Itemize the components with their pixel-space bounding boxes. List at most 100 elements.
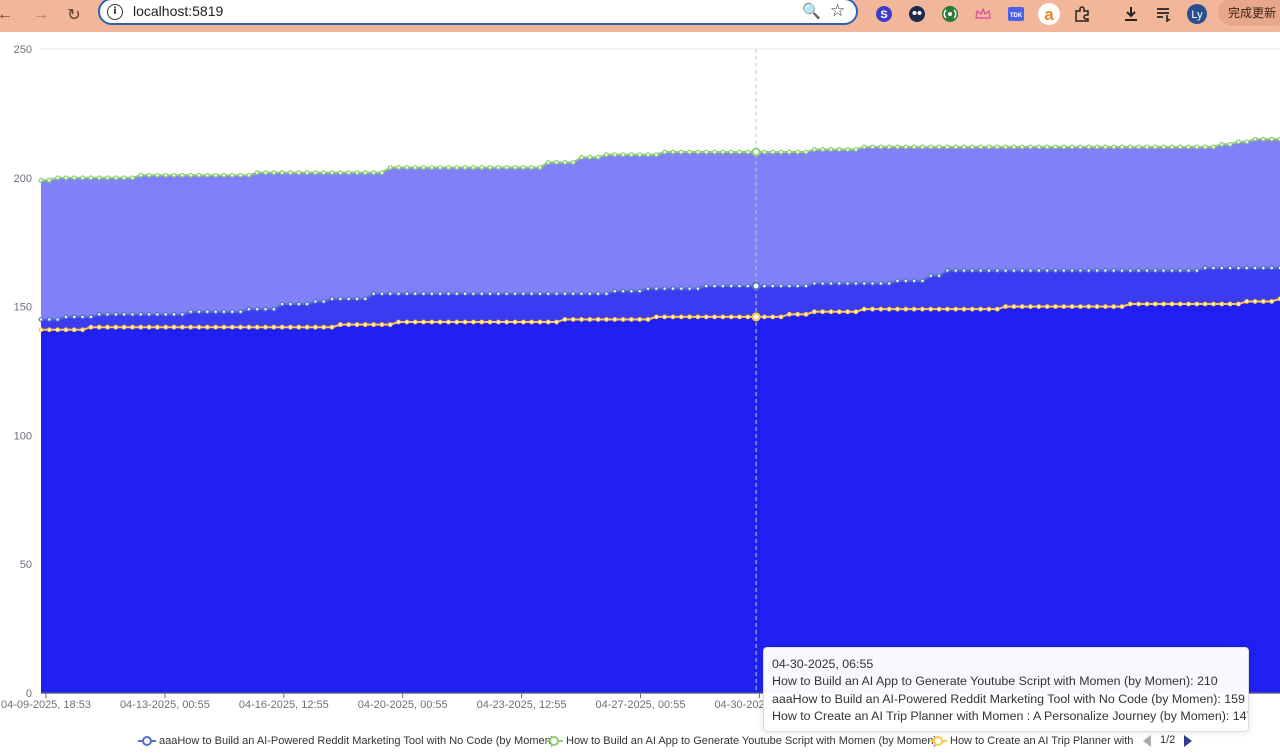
reload-icon[interactable]: ↻ <box>67 7 81 24</box>
data-point <box>994 268 1000 273</box>
update-button[interactable]: 完成更新 <box>1218 0 1280 26</box>
address-bar[interactable]: i localhost:5819 🔍 ☆ <box>98 0 858 25</box>
data-point <box>138 311 144 317</box>
data-point <box>487 319 493 325</box>
tdk-extension-icon[interactable]: TDK <box>1006 4 1026 24</box>
y-axis-labels: 0 50 100 150 200 250 <box>14 44 32 700</box>
data-point <box>778 149 784 155</box>
data-point <box>213 172 219 178</box>
data-point <box>662 314 668 320</box>
zoom-icon[interactable]: 🔍 <box>802 3 821 20</box>
data-point <box>1003 144 1008 150</box>
data-point <box>1260 299 1266 304</box>
data-point <box>362 322 368 328</box>
data-point <box>1269 265 1275 271</box>
x-tick-label: 04-23-2025, 12:55 <box>477 699 567 711</box>
data-point <box>179 172 185 178</box>
data-point <box>944 306 950 312</box>
a-extension-icon[interactable]: a <box>1037 2 1061 26</box>
data-point <box>163 311 169 317</box>
data-point <box>795 311 801 317</box>
data-point <box>920 306 925 312</box>
data-point <box>55 175 61 181</box>
data-point <box>886 144 892 150</box>
data-point <box>545 291 551 297</box>
data-point <box>895 306 900 312</box>
data-point <box>437 165 443 170</box>
data-point <box>246 324 252 330</box>
data-point <box>204 324 210 330</box>
data-point <box>121 175 127 181</box>
data-point <box>254 170 260 176</box>
y-tick-label: 250 <box>14 44 32 56</box>
data-point <box>695 149 701 155</box>
data-point <box>720 283 726 289</box>
legend-marker <box>929 735 947 747</box>
data-point <box>321 170 327 176</box>
ghost-extension-icon[interactable] <box>907 4 927 24</box>
extensions-puzzle-icon[interactable] <box>1072 4 1092 24</box>
legend-marker <box>545 735 563 747</box>
data-point <box>762 149 767 155</box>
data-point <box>46 327 52 333</box>
s-extension-icon[interactable]: S <box>874 4 894 24</box>
legend-item-trip-planner[interactable]: How to Create an AI Trip Planner with M <box>929 733 1136 749</box>
data-point <box>63 314 69 320</box>
data-point <box>920 278 925 284</box>
legend-item-youtube[interactable]: How to Build an AI App to Generate Youtu… <box>545 733 937 749</box>
data-point <box>421 319 426 325</box>
bookmark-star-icon[interactable]: ☆ <box>830 1 846 20</box>
series-area <box>41 298 1280 693</box>
data-point <box>1169 301 1175 307</box>
legend-prev-page-icon[interactable] <box>1143 735 1151 747</box>
data-point <box>504 291 510 297</box>
site-info-icon[interactable]: i <box>107 4 123 20</box>
crown-extension-icon[interactable] <box>973 4 993 24</box>
data-point <box>520 319 526 325</box>
data-point <box>836 281 842 286</box>
data-point <box>695 286 701 291</box>
data-point <box>80 175 85 181</box>
data-point <box>479 165 485 170</box>
series-area <box>41 139 1280 320</box>
back-icon[interactable]: ← <box>0 6 13 23</box>
data-point <box>204 309 210 315</box>
data-point <box>1152 268 1158 273</box>
signal-extension-icon[interactable] <box>940 4 960 24</box>
data-point <box>371 170 377 176</box>
data-point <box>1252 299 1258 304</box>
data-point <box>321 324 327 330</box>
data-point <box>953 306 959 312</box>
data-point <box>412 319 418 325</box>
data-point <box>537 291 543 297</box>
data-point <box>221 324 227 330</box>
data-point <box>870 144 875 150</box>
data-point <box>579 317 584 322</box>
data-point <box>1028 144 1033 150</box>
data-point <box>1186 144 1191 150</box>
data-point <box>1236 301 1241 307</box>
legend-item-reddit[interactable]: aaaHow to Build an AI-Powered Reddit Mar… <box>138 733 554 749</box>
x-tick-label: 04-16-2025, 12:55 <box>239 699 329 711</box>
data-point <box>1227 141 1233 147</box>
data-point <box>861 144 867 150</box>
profile-avatar[interactable]: Ly <box>1186 3 1208 25</box>
data-point <box>354 322 360 328</box>
data-point <box>337 296 343 302</box>
data-point <box>1053 144 1058 150</box>
data-point <box>38 317 44 322</box>
data-point <box>861 281 867 286</box>
data-point <box>994 144 1000 150</box>
data-point <box>795 149 801 155</box>
data-point <box>1227 301 1233 307</box>
forward-icon[interactable]: → <box>33 6 49 23</box>
data-point <box>778 283 784 289</box>
data-point <box>179 311 185 317</box>
url-text[interactable]: localhost:5819 <box>133 3 224 19</box>
legend-next-page-icon[interactable] <box>1184 735 1192 747</box>
download-icon[interactable] <box>1121 4 1141 24</box>
data-point <box>396 319 401 325</box>
data-point <box>313 299 318 304</box>
data-point <box>1069 268 1075 273</box>
reading-list-icon[interactable] <box>1154 4 1174 24</box>
